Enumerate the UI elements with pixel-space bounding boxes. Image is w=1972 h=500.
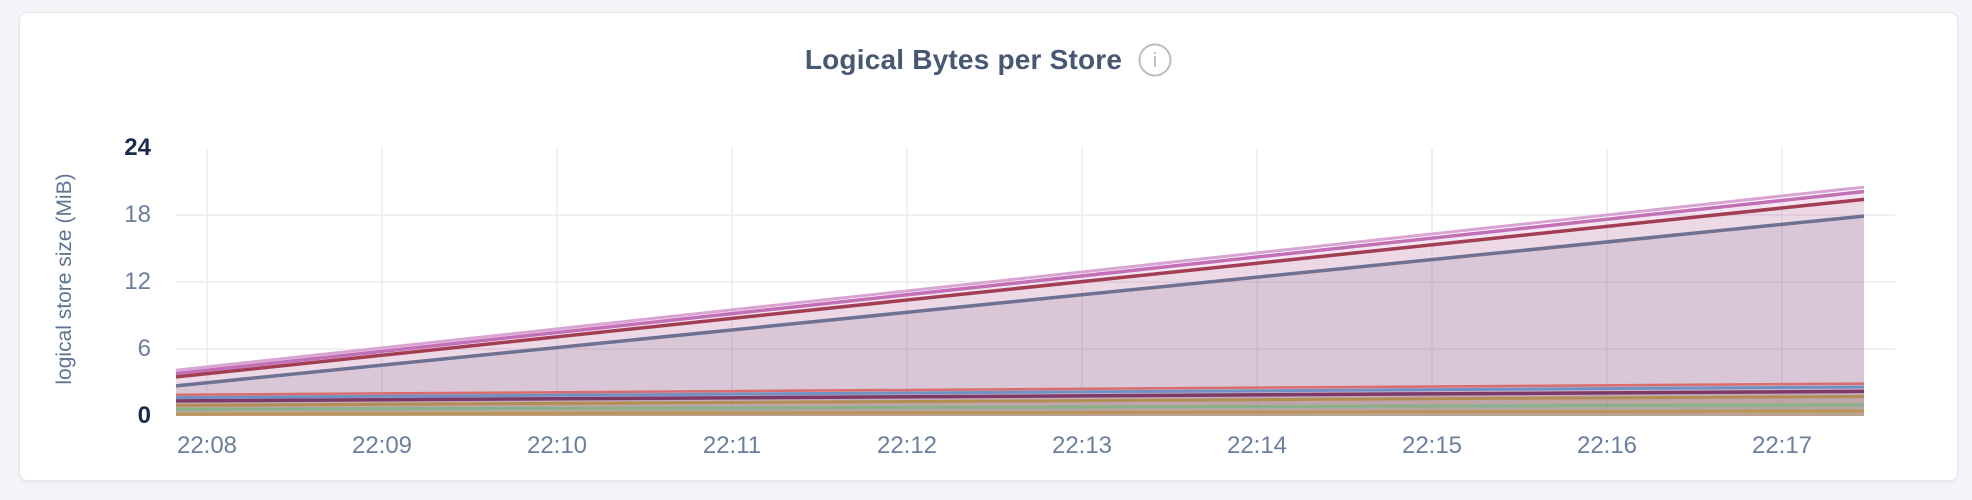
- chart-card: Logical Bytes per Store i logical store …: [19, 12, 1958, 481]
- series-line-store-dark-gold: [175, 409, 1865, 416]
- y-tick-label: 12: [124, 268, 151, 295]
- x-tick-label: 22:13: [1051, 432, 1113, 459]
- x-tick-label: 22:17: [1751, 432, 1813, 459]
- series-line-store-blue: [175, 385, 1865, 400]
- series-line-store-gold: [175, 394, 1865, 407]
- y-tick-label: 6: [137, 335, 151, 362]
- series-fill-store-slate: [176, 216, 1864, 416]
- x-tick-label: 22:11: [702, 432, 762, 459]
- y-tick-label: 0: [137, 402, 151, 429]
- series-fill-store-magenta: [176, 191, 1864, 416]
- chart-header: Logical Bytes per Store i: [20, 43, 1957, 77]
- svg-text:i: i: [1153, 50, 1157, 72]
- x-tick-label: 22:16: [1576, 432, 1638, 459]
- x-tick-label: 22:14: [1226, 432, 1288, 459]
- chart-svg: [175, 148, 1895, 416]
- x-tick-label: 22:10: [526, 432, 588, 459]
- series-line-store-plum: [175, 389, 1865, 403]
- series-line-store-pink-light: [175, 185, 1865, 372]
- series-line-store-slate: [175, 214, 1865, 388]
- x-tick-label: 22:15: [1401, 432, 1463, 459]
- x-tick-label: 22:09: [351, 432, 413, 459]
- series-line-store-crimson: [175, 197, 1865, 379]
- series-line-store-magenta: [175, 189, 1865, 376]
- series-line-store-salmon: [175, 382, 1865, 397]
- y-tick-label: 18: [124, 201, 151, 228]
- x-tick-label: 22:08: [176, 432, 238, 459]
- series-line-store-green: [175, 403, 1865, 411]
- x-tick-label: 22:12: [876, 432, 938, 459]
- info-icon[interactable]: i: [1138, 43, 1172, 77]
- chart-area: logical store size (MiB) 24 18 12 6 0 22:08 22…: [20, 13, 1957, 480]
- series-fill-store-crimson: [176, 199, 1864, 416]
- y-axis-title: logical store size (MiB): [53, 173, 76, 385]
- y-tick-label: 24: [124, 134, 151, 161]
- chart-title: Logical Bytes per Store: [804, 44, 1123, 75]
